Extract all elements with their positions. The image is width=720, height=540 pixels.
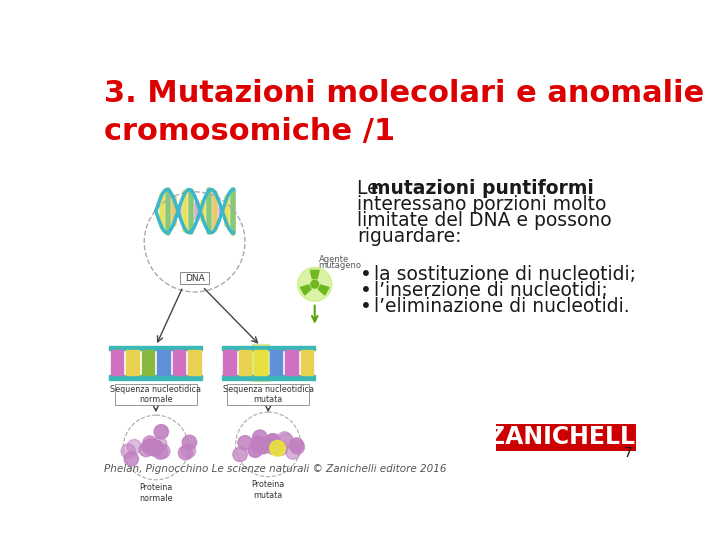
Bar — [239, 350, 251, 375]
Text: DNA: DNA — [185, 274, 204, 282]
Text: l’inserzione di nucleotidi;: l’inserzione di nucleotidi; — [374, 281, 608, 300]
Circle shape — [182, 435, 197, 449]
Circle shape — [297, 267, 332, 301]
Bar — [223, 350, 235, 375]
Circle shape — [181, 444, 196, 458]
Bar — [252, 345, 269, 381]
Circle shape — [139, 442, 153, 457]
Circle shape — [279, 433, 293, 448]
Circle shape — [286, 445, 300, 459]
Text: mutageno: mutageno — [319, 261, 361, 271]
Circle shape — [256, 440, 270, 454]
Circle shape — [143, 436, 157, 450]
Circle shape — [143, 440, 156, 454]
Circle shape — [261, 438, 275, 453]
Polygon shape — [310, 271, 319, 279]
Bar — [285, 350, 297, 375]
Circle shape — [290, 440, 305, 454]
Text: •: • — [361, 281, 372, 300]
FancyBboxPatch shape — [130, 484, 181, 502]
Circle shape — [148, 442, 162, 456]
Circle shape — [265, 434, 279, 448]
Bar — [109, 375, 202, 380]
Text: ZANICHELLI: ZANICHELLI — [488, 426, 644, 449]
Text: •: • — [361, 298, 372, 316]
Circle shape — [144, 439, 158, 453]
Text: •: • — [361, 265, 372, 284]
Circle shape — [145, 441, 159, 455]
FancyBboxPatch shape — [243, 481, 294, 499]
Bar — [222, 346, 315, 350]
Circle shape — [124, 452, 138, 466]
Text: 7: 7 — [624, 446, 632, 460]
FancyBboxPatch shape — [228, 383, 310, 405]
Bar — [142, 350, 154, 375]
Text: Proteina
mutata: Proteina mutata — [251, 480, 285, 500]
Circle shape — [270, 441, 285, 456]
Text: Sequenza nucleotidica
mutata: Sequenza nucleotidica mutata — [222, 384, 314, 404]
Text: riguardare:: riguardare: — [357, 227, 462, 246]
Polygon shape — [300, 285, 311, 295]
Circle shape — [251, 438, 266, 453]
Text: limitate del DNA e possono: limitate del DNA e possono — [357, 211, 612, 230]
Circle shape — [154, 424, 168, 439]
Circle shape — [274, 441, 288, 455]
Circle shape — [156, 444, 170, 458]
Bar — [270, 350, 282, 375]
Text: la sostituzione di nucleotidi;: la sostituzione di nucleotidi; — [374, 265, 636, 284]
Circle shape — [153, 445, 168, 460]
Bar — [109, 346, 202, 350]
Bar — [189, 350, 201, 375]
Circle shape — [251, 436, 266, 450]
Bar — [222, 375, 315, 380]
Circle shape — [248, 443, 262, 457]
Bar — [111, 350, 123, 375]
Circle shape — [253, 430, 267, 444]
Circle shape — [238, 436, 252, 450]
Circle shape — [311, 280, 319, 288]
Text: Phelan, Pignocchino Le scienze naturali © Zanichelli editore 2016: Phelan, Pignocchino Le scienze naturali … — [104, 464, 446, 475]
Circle shape — [144, 438, 158, 453]
Text: l’eliminazione di nucleotidi.: l’eliminazione di nucleotidi. — [374, 298, 630, 316]
Text: Agente: Agente — [319, 255, 349, 264]
FancyBboxPatch shape — [114, 383, 197, 405]
FancyBboxPatch shape — [496, 423, 636, 451]
Circle shape — [289, 438, 304, 452]
Circle shape — [148, 440, 163, 454]
Text: cromosomiche /1: cromosomiche /1 — [104, 117, 395, 146]
FancyBboxPatch shape — [180, 272, 210, 284]
Circle shape — [127, 440, 141, 454]
Text: Proteina
normale: Proteina normale — [139, 483, 173, 503]
Text: interessano porzioni molto: interessano porzioni molto — [357, 195, 607, 214]
Circle shape — [153, 437, 167, 451]
Circle shape — [266, 434, 280, 448]
Bar — [254, 350, 266, 375]
Text: Sequenza nucleotidica
normale: Sequenza nucleotidica normale — [110, 384, 202, 404]
Circle shape — [121, 444, 135, 458]
Bar — [301, 350, 313, 375]
Text: 3. Mutazioni molecolari e anomalie: 3. Mutazioni molecolari e anomalie — [104, 79, 704, 107]
Text: mutazioni puntiformi: mutazioni puntiformi — [371, 179, 593, 198]
Polygon shape — [318, 285, 329, 295]
Bar — [158, 350, 170, 375]
Bar — [127, 350, 139, 375]
Bar — [173, 350, 185, 375]
Circle shape — [233, 448, 247, 462]
Circle shape — [277, 431, 292, 446]
Circle shape — [269, 439, 283, 454]
Text: Le: Le — [357, 179, 385, 198]
Circle shape — [266, 440, 280, 454]
Circle shape — [179, 446, 193, 460]
